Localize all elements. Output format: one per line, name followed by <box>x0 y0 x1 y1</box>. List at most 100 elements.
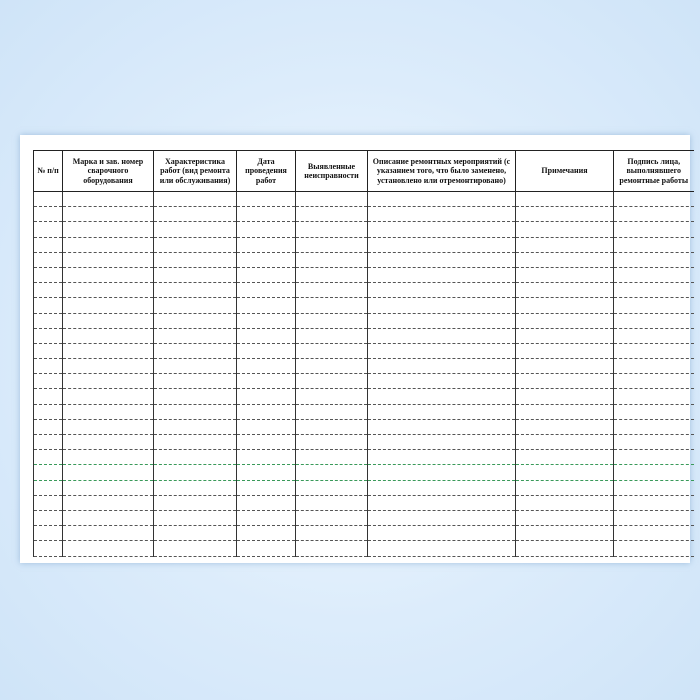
table-cell <box>33 297 63 314</box>
table-cell <box>295 327 368 344</box>
table-row <box>33 525 694 542</box>
table-cell <box>236 358 296 375</box>
table-cell <box>367 373 516 390</box>
table-cell <box>613 297 694 314</box>
table-cell <box>613 358 694 375</box>
table-cell <box>33 418 63 436</box>
table-cell <box>367 418 516 436</box>
table-cell <box>367 540 516 557</box>
table-cell <box>295 373 368 390</box>
table-row <box>33 509 694 527</box>
table-cell <box>153 388 237 405</box>
table-cell <box>62 236 154 253</box>
table-cell <box>236 433 296 451</box>
table-cell <box>613 449 694 466</box>
table-cell <box>62 494 154 511</box>
table-cell <box>62 540 154 557</box>
table-cell <box>613 251 694 268</box>
table-cell <box>295 236 368 253</box>
table-cell <box>236 282 296 299</box>
table-cell <box>613 540 694 557</box>
table-cell <box>33 251 63 268</box>
table-cell <box>33 525 63 542</box>
table-cell <box>153 297 237 314</box>
repair-log-table: № п/п Марка и зав. номер сварочного обор… <box>33 150 694 557</box>
table-cell <box>613 509 694 527</box>
table-cell <box>153 373 237 390</box>
table-cell <box>33 342 63 360</box>
table-cell <box>236 449 296 466</box>
table-cell <box>153 206 237 223</box>
table-cell <box>62 327 154 344</box>
table-row <box>33 418 694 436</box>
table-cell <box>515 221 614 238</box>
table-cell <box>295 206 368 223</box>
table-row <box>33 251 694 268</box>
table-cell <box>33 449 63 466</box>
table-cell <box>613 236 694 253</box>
table-cell <box>295 221 368 238</box>
table-cell <box>33 221 63 238</box>
table-cell <box>153 449 237 466</box>
table-cell <box>613 403 694 420</box>
table-cell <box>515 479 614 496</box>
table-row <box>33 403 694 420</box>
table-row <box>33 206 694 223</box>
table-cell <box>295 418 368 436</box>
table-cell <box>62 449 154 466</box>
table-cell <box>613 418 694 436</box>
table-cell <box>295 282 368 299</box>
table-cell <box>153 479 237 496</box>
col-work-type: Характеристика работ (вид ремонта или об… <box>153 150 237 192</box>
table-cell <box>515 464 614 481</box>
table-cell <box>62 464 154 481</box>
table-cell <box>153 540 237 557</box>
table-cell <box>33 373 63 390</box>
table-cell <box>367 479 516 496</box>
table-cell <box>33 358 63 375</box>
table-cell <box>295 509 368 527</box>
col-number: № п/п <box>33 150 63 192</box>
table-cell <box>295 388 368 405</box>
table-row <box>33 449 694 466</box>
table-cell <box>367 312 516 329</box>
table-cell <box>236 403 296 420</box>
table-cell <box>62 282 154 299</box>
table-cell <box>236 266 296 284</box>
table-cell <box>33 312 63 329</box>
table-row <box>33 479 694 496</box>
table-cell <box>515 206 614 223</box>
table-cell <box>295 266 368 284</box>
table-cell <box>367 342 516 360</box>
table-cell <box>295 312 368 329</box>
table-row <box>33 373 694 390</box>
table-cell <box>236 388 296 405</box>
table-cell <box>367 433 516 451</box>
table-cell <box>295 342 368 360</box>
table-cell <box>33 282 63 299</box>
table-cell <box>62 206 154 223</box>
table-cell <box>33 190 63 208</box>
table-cell <box>515 190 614 208</box>
table-cell <box>153 190 237 208</box>
col-date: Дата проведения работ <box>236 150 296 192</box>
table-cell <box>367 449 516 466</box>
table-row <box>33 433 694 451</box>
table-cell <box>515 251 614 268</box>
table-cell <box>33 266 63 284</box>
col-equipment: Марка и зав. номер сварочного оборудован… <box>62 150 154 192</box>
table-cell <box>153 342 237 360</box>
table-cell <box>62 403 154 420</box>
table-cell <box>367 266 516 284</box>
table-cell <box>236 494 296 511</box>
table-cell <box>613 373 694 390</box>
form-sheet: № п/п Марка и зав. номер сварочного обор… <box>20 135 694 563</box>
table-cell <box>367 388 516 405</box>
table-cell <box>153 358 237 375</box>
table-cell <box>613 206 694 223</box>
table-cell <box>515 327 614 344</box>
table-cell <box>613 494 694 511</box>
table-cell <box>295 251 368 268</box>
table-cell <box>295 479 368 496</box>
header-row: № п/п Марка и зав. номер сварочного обор… <box>33 150 694 192</box>
